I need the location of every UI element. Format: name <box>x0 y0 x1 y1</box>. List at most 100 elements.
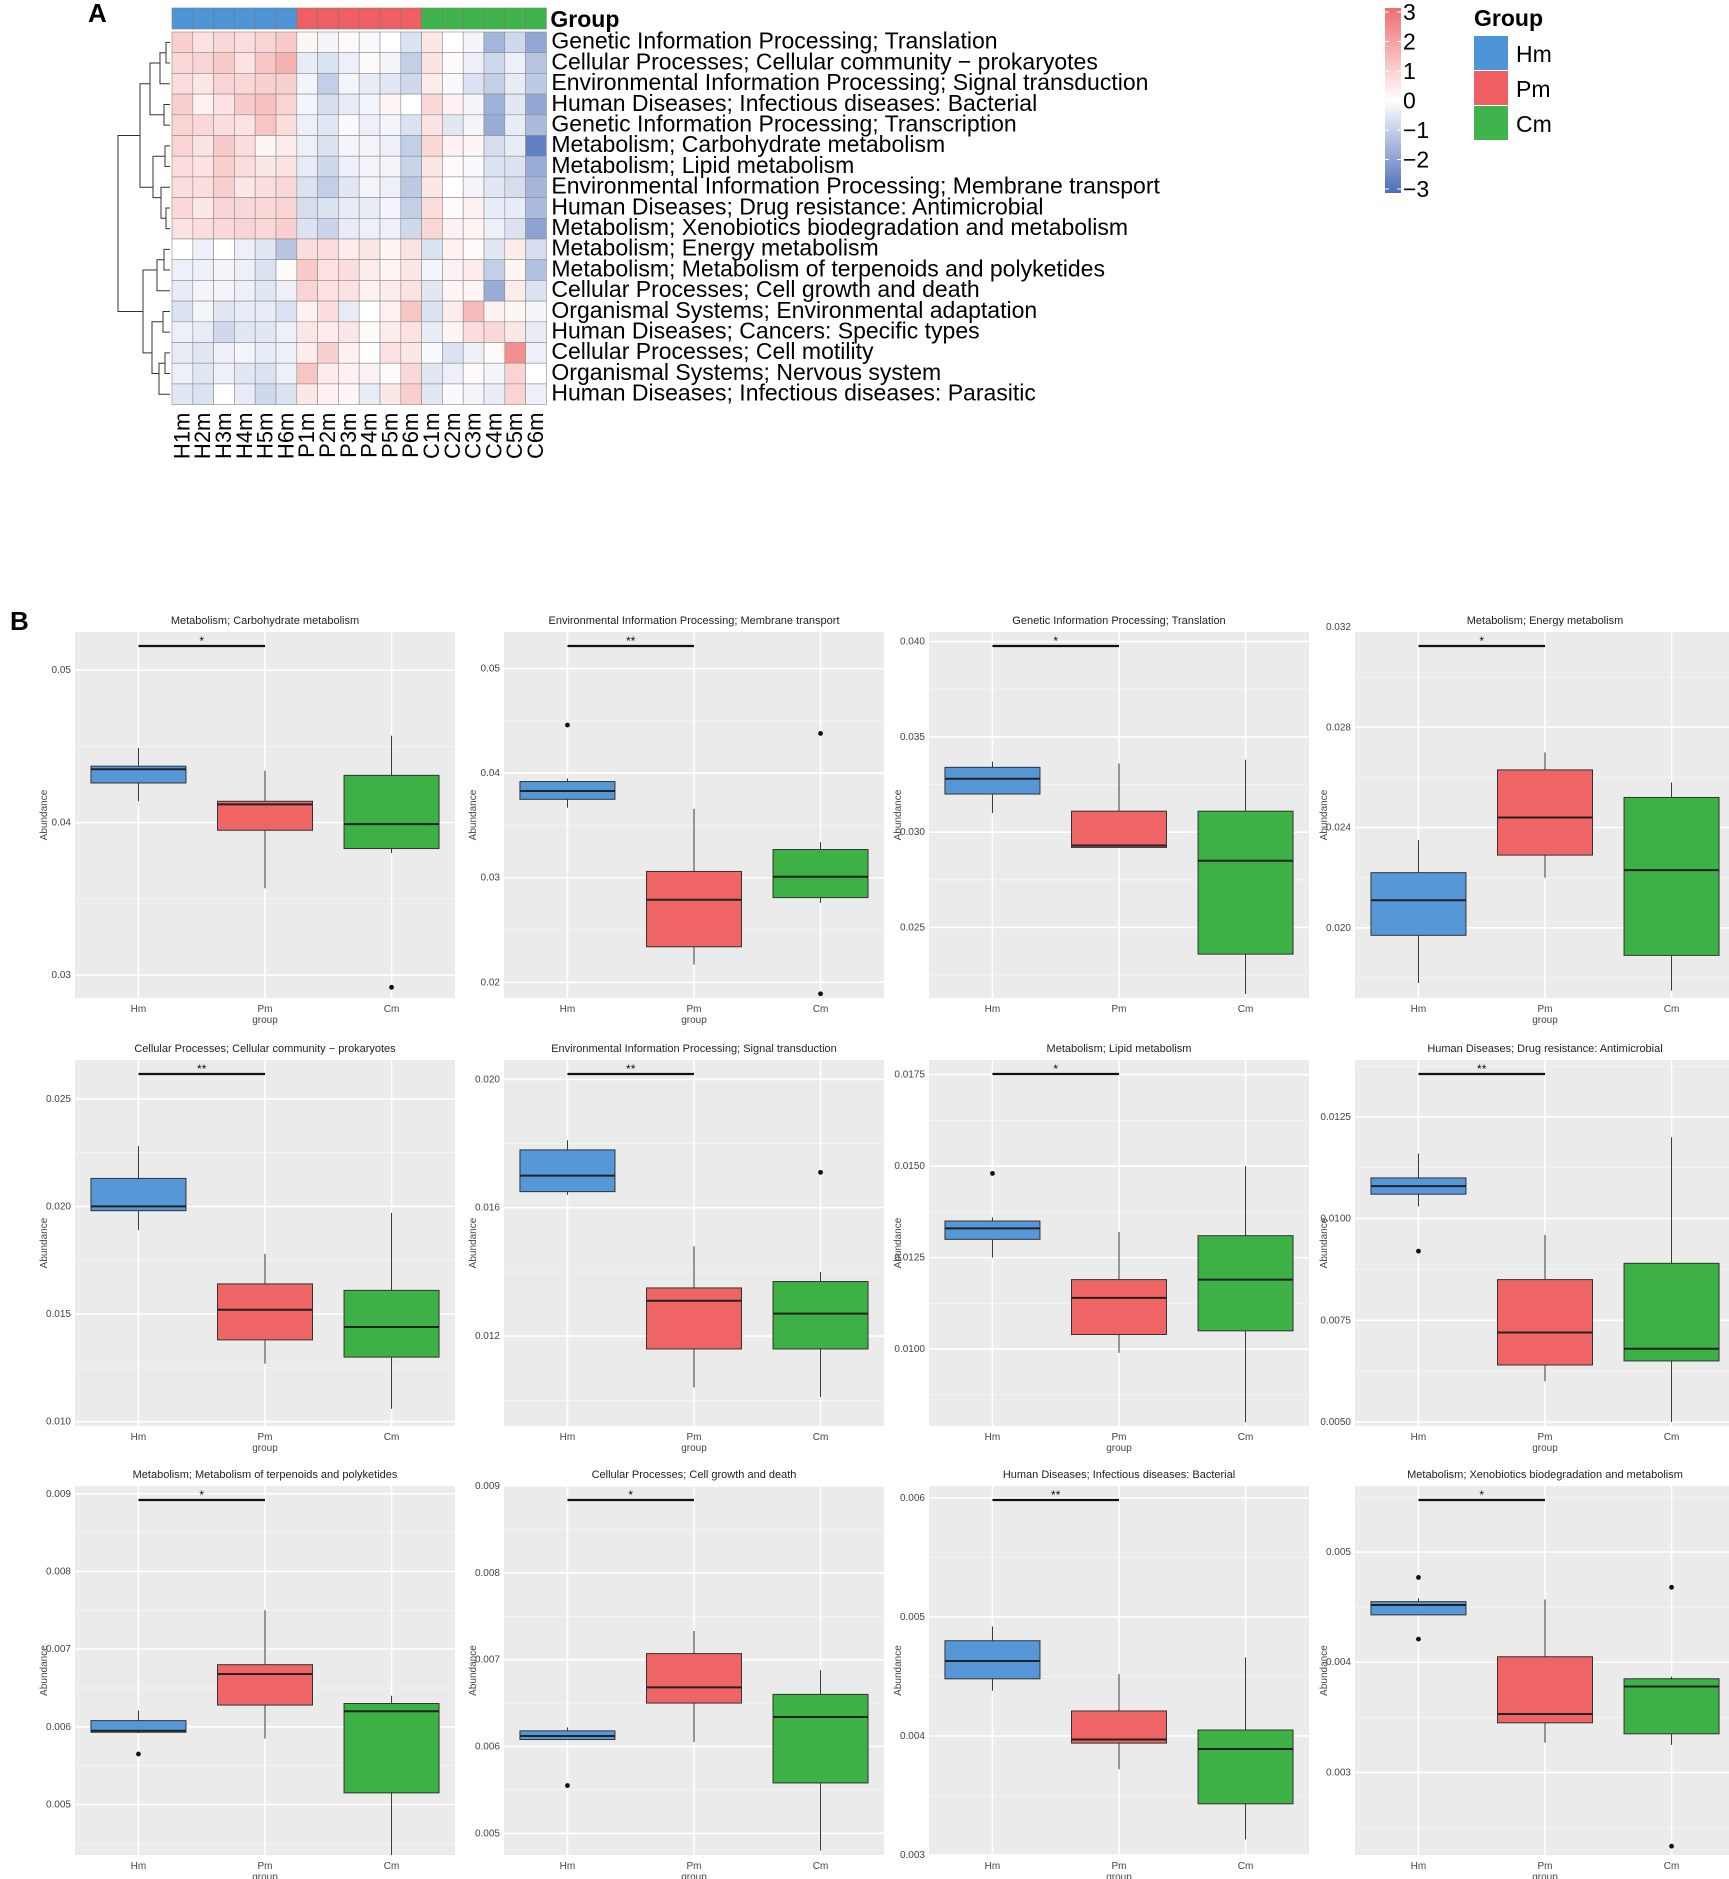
heatmap-cell <box>296 31 318 54</box>
heatmap-cell <box>525 218 547 240</box>
heatmap-cell <box>400 155 422 178</box>
heatmap-cell <box>275 259 298 281</box>
group-annotation-label: Group <box>550 6 619 32</box>
heatmap-cell <box>296 176 318 198</box>
box-pm <box>646 1287 742 1350</box>
y-tick-label: 0.030 <box>900 827 925 838</box>
heatmap-cell <box>317 93 339 116</box>
heatmap-cell <box>421 280 443 302</box>
heatmap-cell <box>254 31 277 54</box>
heatmap-cell <box>171 383 194 405</box>
dendrogram-branch <box>156 259 170 292</box>
x-tick-label: Hm <box>131 1432 147 1443</box>
heatmap-cell <box>358 321 381 343</box>
heatmap-cell <box>358 259 381 281</box>
heatmap-cell <box>275 280 298 302</box>
boxplot-title: Metabolism; Xenobiotics biodegradation a… <box>1407 1469 1683 1481</box>
heatmap-cell <box>400 238 422 261</box>
y-tick-label: 0.025 <box>46 1094 71 1105</box>
heatmap-cell <box>296 218 318 240</box>
heatmap-cell <box>400 114 422 136</box>
x-tick-label: Cm <box>1238 1432 1254 1443</box>
heatmap-cell <box>504 259 526 281</box>
x-tick-label: Cm <box>813 1004 829 1015</box>
y-tick-label: 0.007 <box>46 1644 71 1655</box>
heatmap-cell <box>213 135 235 157</box>
heatmap-cell <box>296 321 318 343</box>
boxplot-title: Human Diseases; Infectious diseases: Bac… <box>1003 1469 1235 1481</box>
heatmap-cell <box>504 362 526 385</box>
y-tick-label: 0.010 <box>46 1417 71 1428</box>
x-tick-label: Cm <box>384 1004 400 1015</box>
x-tick-label: Hm <box>1411 1432 1427 1443</box>
heatmap-cell <box>358 362 381 385</box>
heatmap-cell <box>338 259 360 281</box>
group-annotation-cell <box>254 7 277 30</box>
heatmap-cell <box>421 31 443 54</box>
heatmap-row-label: Metabolism; Metabolism of terpenoids and… <box>551 255 1105 281</box>
heatmap-cell <box>400 362 422 385</box>
heatmap-cell <box>442 93 464 116</box>
heatmap-cell <box>421 362 443 385</box>
heatmap-cell <box>462 114 485 136</box>
heatmap-cell <box>525 176 547 198</box>
significance-stars: * <box>628 1488 633 1502</box>
box-pm <box>217 1283 313 1341</box>
heatmap-cell <box>234 259 256 281</box>
significance-stars: * <box>1053 1062 1058 1076</box>
heatmap-cell <box>483 300 506 323</box>
heatmap-row-label: Human Diseases; Infectious diseases: Par… <box>551 380 1036 406</box>
heatmap-cell <box>275 383 298 405</box>
x-tick-label: Cm <box>384 1861 400 1872</box>
y-tick-label: 0.0075 <box>1320 1315 1351 1326</box>
heatmap-cell <box>462 155 485 178</box>
boxplot-panel: Environmental Information Processing; Me… <box>468 615 884 1026</box>
heatmap-cell <box>442 383 464 405</box>
significance-stars: * <box>199 634 204 648</box>
dendrogram-branch <box>151 321 163 375</box>
y-tick-label: 0.03 <box>52 970 72 981</box>
boxplot-title: Metabolism; Lipid metabolism <box>1047 1043 1192 1055</box>
box-pm <box>1497 769 1593 856</box>
heatmap-cell <box>275 73 298 95</box>
outlier-point <box>565 1783 570 1788</box>
dendrogram-branch <box>117 135 143 312</box>
heatmap-cell <box>338 342 360 364</box>
y-tick-label: 0.003 <box>900 1850 925 1861</box>
heatmap-cell <box>504 52 526 74</box>
y-tick-label: 0.020 <box>46 1201 71 1212</box>
dendrogram-branch <box>139 83 153 188</box>
y-tick-label: 0.024 <box>1326 823 1351 834</box>
heatmap-cell <box>192 176 214 198</box>
group-legend-swatch <box>1474 106 1508 140</box>
row-dendrogram <box>117 41 170 395</box>
x-tick-label: Hm <box>131 1861 147 1872</box>
heatmap-cell <box>192 197 214 219</box>
group-annotation-cell <box>379 7 402 30</box>
x-tick-label: Hm <box>560 1861 576 1872</box>
heatmap-cell <box>171 259 194 281</box>
heatmap-cell <box>213 259 235 281</box>
box-cm <box>343 1289 440 1358</box>
heatmap-cell <box>462 238 485 261</box>
heatmap-column-label: C4m <box>481 413 506 459</box>
boxplot-title: Cellular Processes; Cellular community −… <box>134 1043 396 1055</box>
y-tick-label: 0.03 <box>481 873 501 884</box>
heatmap-row-label: Organismal Systems; Environmental adapta… <box>551 297 1037 323</box>
heatmap-cell <box>358 300 381 323</box>
heatmap-cell <box>379 73 402 95</box>
heatmap-cell <box>483 238 506 261</box>
y-axis-label: Abundance <box>468 1217 479 1268</box>
y-axis-label: Abundance <box>1319 789 1330 840</box>
heatmap-cell <box>379 31 402 54</box>
significance-stars: * <box>199 1488 204 1502</box>
y-axis-label: Abundance <box>893 789 904 840</box>
heatmap-row-label: Human Diseases; Cancers: Specific types <box>551 318 979 344</box>
y-tick-label: 0.015 <box>46 1309 71 1320</box>
heatmap-cell <box>234 197 256 219</box>
heatmap-cell <box>442 52 464 74</box>
heatmap-cell <box>234 31 256 54</box>
heatmap-cell <box>421 155 443 178</box>
heatmap-cell <box>358 197 381 219</box>
